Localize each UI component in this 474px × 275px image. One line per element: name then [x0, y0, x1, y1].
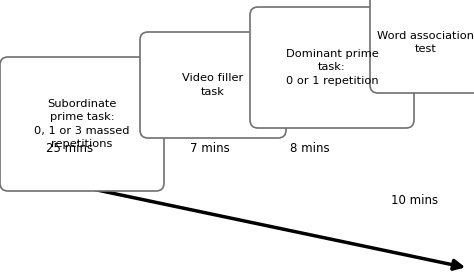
Text: 10 mins: 10 mins: [392, 194, 438, 207]
Text: Word association
test: Word association test: [377, 31, 474, 54]
FancyBboxPatch shape: [140, 32, 286, 138]
Text: 8 mins: 8 mins: [290, 142, 330, 155]
FancyBboxPatch shape: [250, 7, 414, 128]
FancyBboxPatch shape: [0, 57, 164, 191]
Text: 7 mins: 7 mins: [190, 142, 230, 155]
FancyBboxPatch shape: [370, 0, 474, 93]
Text: 25 mins: 25 mins: [46, 142, 93, 155]
Text: Subordinate
prime task:
0, 1 or 3 massed
repetitions: Subordinate prime task: 0, 1 or 3 massed…: [34, 99, 130, 149]
Text: Video filler
task: Video filler task: [182, 73, 244, 97]
Text: Dominant prime
task:
0 or 1 repetition: Dominant prime task: 0 or 1 repetition: [286, 49, 378, 86]
